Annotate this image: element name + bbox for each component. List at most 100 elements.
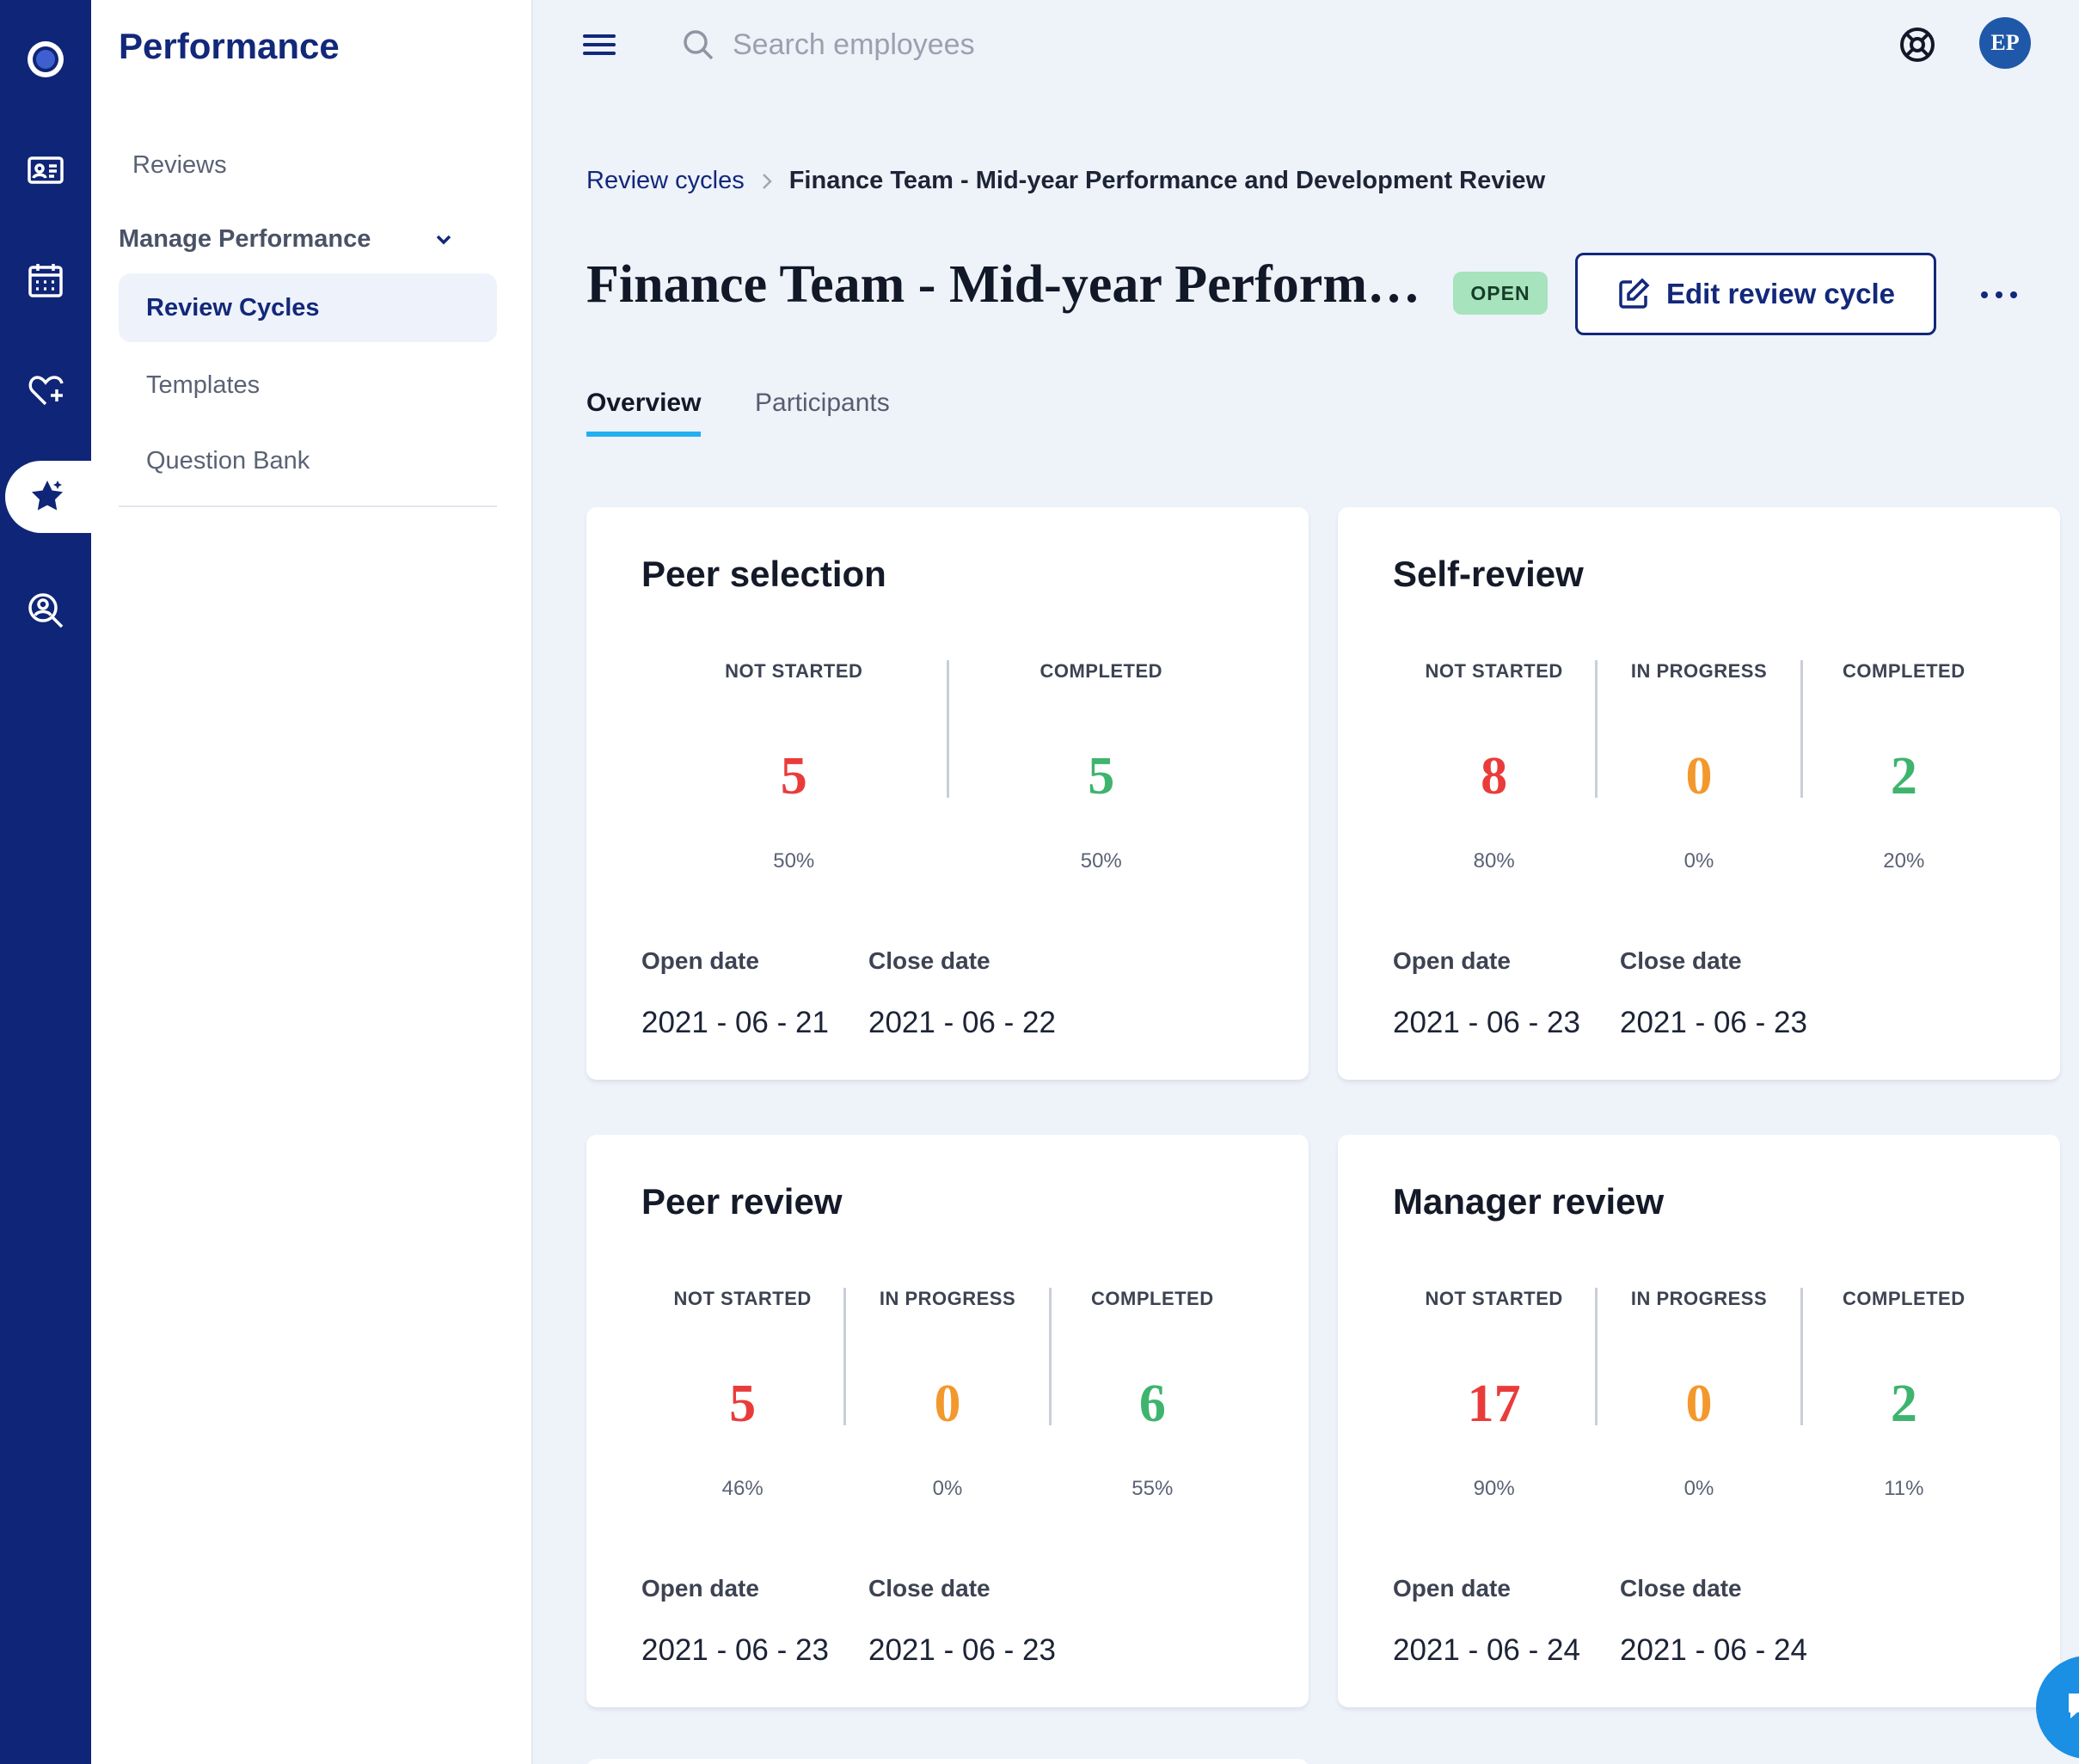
stat-percent: 0% — [1683, 1477, 1714, 1500]
open-date-value: 2021 - 06 - 24 — [1393, 1633, 1580, 1667]
stat-not-started: NOT STARTED 5 46% — [641, 1288, 843, 1520]
close-date-label: Close date — [868, 947, 990, 974]
sidebar-item-question-bank[interactable]: Question Bank — [146, 447, 310, 475]
rail-calendar[interactable] — [0, 244, 91, 316]
stat-value: 5 — [780, 747, 807, 805]
sidebar-item-reviews[interactable]: Reviews — [132, 151, 227, 179]
rail-recruiting[interactable] — [0, 574, 91, 646]
stat-label: NOT STARTED — [673, 1288, 812, 1309]
more-options-icon[interactable] — [1981, 277, 2017, 313]
open-date-value: 2021 - 06 - 21 — [641, 1006, 829, 1039]
stat-completed: COMPLETED 2 11% — [1800, 1288, 2005, 1500]
sidebar-item-templates[interactable]: Templates — [146, 371, 261, 399]
stat-percent: 0% — [1683, 849, 1714, 873]
stat-percent: 90% — [1473, 1477, 1515, 1500]
stats-row: NOT STARTED 8 80% IN PROGRESS 0 0% COMPL… — [1393, 660, 2005, 892]
card-title: Manager review — [1393, 1181, 1665, 1222]
sidebar-group-manage-performance[interactable]: Manage Performance — [119, 225, 456, 254]
edit-review-cycle-label: Edit review cycle — [1666, 278, 1895, 309]
tab-overview[interactable]: Overview — [586, 389, 702, 437]
chevron-down-icon — [436, 235, 451, 244]
stat-value: 2 — [1890, 1375, 1917, 1433]
rail-performance[interactable] — [5, 461, 91, 533]
sidebar-divider — [119, 505, 497, 507]
user-search-icon — [28, 593, 64, 628]
peer-review-card: Peer review NOT STARTED 5 46% IN PROGRES… — [586, 1135, 1309, 1707]
performance-sidebar: Performance Reviews Manage Performance R… — [91, 0, 533, 1764]
open-date-label: Open date — [1393, 1575, 1511, 1602]
hamburger-menu-icon[interactable] — [583, 31, 616, 58]
status-badge: OPEN — [1453, 272, 1548, 315]
edit-review-cycle-button[interactable]: Edit review cycle — [1575, 253, 1936, 335]
open-date-label: Open date — [1393, 947, 1511, 974]
open-date-label: Open date — [641, 947, 759, 974]
stat-label: IN PROGRESS — [1630, 1288, 1768, 1309]
stat-completed: COMPLETED 6 55% — [1048, 1288, 1254, 1500]
stat-percent: 55% — [1131, 1477, 1174, 1500]
stat-value: 6 — [1138, 1375, 1166, 1433]
heart-plus-icon — [28, 376, 64, 406]
stat-percent: 50% — [1080, 849, 1122, 873]
stat-value: 0 — [1685, 1375, 1713, 1433]
stat-completed: COMPLETED 5 50% — [946, 660, 1254, 873]
edit-icon — [1619, 278, 1650, 309]
close-date-label: Close date — [1620, 947, 1742, 974]
stat-label: COMPLETED — [1040, 660, 1163, 682]
stat-value: 0 — [1685, 747, 1713, 805]
stat-label: COMPLETED — [1843, 1288, 1966, 1309]
stat-in-progress: IN PROGRESS 0 0% — [1595, 1288, 1800, 1500]
stat-in-progress: IN PROGRESS 0 0% — [1595, 660, 1800, 873]
card-title: Peer selection — [641, 554, 886, 594]
close-date-label: Close date — [1620, 1575, 1742, 1602]
user-avatar[interactable]: EP — [1979, 17, 2031, 69]
tab-participants[interactable]: Participants — [755, 389, 890, 417]
stat-percent: 50% — [773, 849, 815, 873]
open-date-value: 2021 - 06 - 23 — [641, 1633, 829, 1667]
sidebar-item-review-cycles[interactable]: Review Cycles — [119, 273, 497, 342]
star-icon — [32, 481, 63, 511]
open-date-value: 2021 - 06 - 23 — [1393, 1006, 1580, 1039]
stat-label: IN PROGRESS — [1630, 660, 1768, 682]
close-date-value: 2021 - 06 - 22 — [868, 1006, 1056, 1039]
rail-directory[interactable] — [0, 134, 91, 206]
peer-selection-card: Peer selection NOT STARTED 5 50% COMPLET… — [586, 507, 1309, 1080]
breadcrumb-current: Finance Team - Mid-year Performance and … — [788, 167, 1546, 194]
stat-percent: 80% — [1473, 849, 1515, 873]
card-title: Peer review — [641, 1181, 843, 1222]
next-card-partial — [586, 1759, 1309, 1764]
employee-search — [681, 21, 1283, 69]
stat-value: 5 — [729, 1375, 757, 1433]
stat-label: NOT STARTED — [1425, 660, 1563, 682]
stat-label: COMPLETED — [1091, 1288, 1214, 1309]
rail-logo[interactable] — [0, 23, 91, 95]
stat-not-started: NOT STARTED 17 90% — [1393, 1288, 1595, 1520]
stat-label: NOT STARTED — [1425, 1288, 1563, 1309]
stat-value: 8 — [1481, 747, 1508, 805]
stat-completed: COMPLETED 2 20% — [1800, 660, 2005, 873]
stat-label: COMPLETED — [1843, 660, 1966, 682]
calendar-icon — [28, 264, 63, 297]
stat-label: NOT STARTED — [725, 660, 863, 682]
stat-not-started: NOT STARTED 5 50% — [641, 660, 947, 892]
lifebuoy-help-icon[interactable] — [1898, 26, 1936, 64]
rail-wellbeing[interactable] — [0, 354, 91, 426]
breadcrumb-review-cycles-link[interactable]: Review cycles — [586, 167, 745, 194]
sidebar-group-label: Manage Performance — [119, 225, 371, 253]
chat-bubble-icon — [2069, 1694, 2079, 1718]
stat-percent: 11% — [1884, 1477, 1924, 1500]
stats-row: NOT STARTED 5 46% IN PROGRESS 0 0% COMPL… — [641, 1288, 1254, 1520]
stat-value: 17 — [1467, 1375, 1521, 1433]
stat-value: 2 — [1890, 747, 1917, 805]
close-date-value: 2021 - 06 - 23 — [1620, 1006, 1807, 1039]
search-input[interactable] — [733, 28, 1248, 62]
stat-percent: 0% — [932, 1477, 963, 1500]
stat-value: 5 — [1088, 747, 1115, 805]
stat-percent: 20% — [1883, 849, 1925, 873]
stat-in-progress: IN PROGRESS 0 0% — [843, 1288, 1048, 1500]
stat-percent: 46% — [721, 1477, 764, 1500]
id-card-icon — [28, 156, 64, 184]
stats-row: NOT STARTED 17 90% IN PROGRESS 0 0% COMP… — [1393, 1288, 2005, 1520]
page-title: Finance Team - Mid-year Performance and … — [586, 255, 1446, 314]
stat-label: IN PROGRESS — [879, 1288, 1016, 1309]
search-icon — [684, 30, 714, 60]
